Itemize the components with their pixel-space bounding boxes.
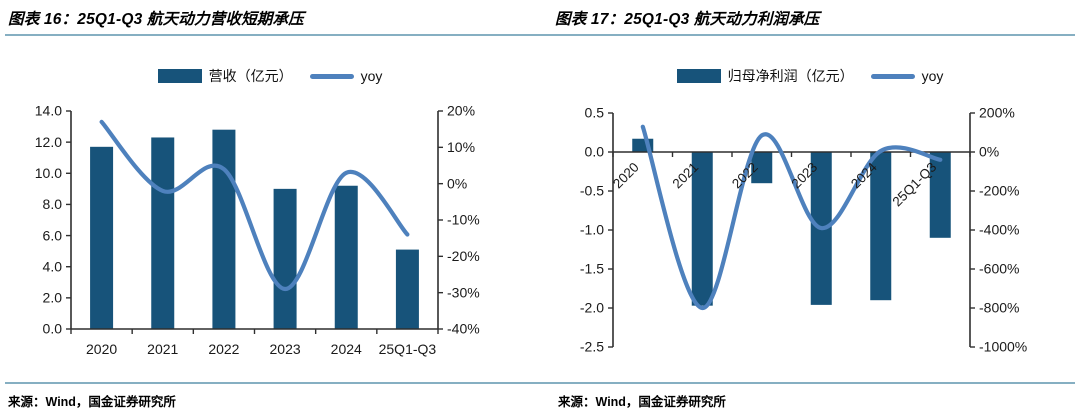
- figure-17-title: 图表 17：25Q1-Q3 航天动力利润承压: [555, 11, 820, 28]
- figure-17-panel: 图表 17：25Q1-Q3 航天动力利润承压 归母净利润（亿元） yoy 0.5…: [540, 0, 1080, 416]
- bar-2021: [691, 152, 713, 306]
- bar-2022: [751, 152, 773, 184]
- right-axis-tick-label: 0%: [979, 144, 999, 160]
- bar-25Q1-Q3: [929, 152, 951, 238]
- left-axis-tick-label: 2.0: [43, 290, 63, 306]
- x-axis-label-25Q1-Q3: 25Q1-Q3: [379, 341, 437, 357]
- revenue-bar-legend-swatch: [157, 69, 202, 83]
- left-axis-tick-label: 0.5: [585, 105, 605, 121]
- net-profit-bar-legend-swatch: [676, 69, 721, 83]
- left-axis-tick-label: 14.0: [35, 103, 62, 119]
- right-axis-tick-label: 0%: [447, 175, 467, 191]
- yoy-line-legend-swatch: [870, 73, 915, 79]
- left-axis-tick-label: -2.5: [580, 339, 604, 355]
- left-axis-tick-label: -1.0: [580, 222, 604, 238]
- right-axis-tick-label: 200%: [979, 105, 1015, 121]
- left-axis-tick-label: -2.0: [580, 300, 604, 316]
- x-axis-label-2024: 2024: [331, 341, 362, 357]
- title-underline: [5, 34, 1075, 36]
- figure-17-legend: 归母净利润（亿元） yoy: [540, 63, 1080, 89]
- yoy-line-legend-label: yoy: [360, 68, 383, 84]
- figure-17-source: 来源：Wind，国金证券研究所: [558, 395, 726, 409]
- left-axis-tick-label: 8.0: [43, 196, 63, 212]
- yoy-line: [640, 124, 943, 311]
- bar-2024: [334, 185, 358, 329]
- yoy-line-legend-label: yoy: [921, 68, 944, 84]
- figure-16-legend: 营收（亿元） yoy: [0, 63, 540, 89]
- bar-2021: [151, 137, 175, 329]
- figure-16-source: 来源：Wind，国金证券研究所: [8, 395, 176, 409]
- revenue-bar-legend-label: 营收（亿元）: [208, 68, 293, 84]
- x-axis-label-2020: 2020: [86, 341, 117, 357]
- bar-2023: [273, 188, 297, 329]
- x-axis-label-2023: 2023: [270, 341, 301, 357]
- right-axis-tick-label: 10%: [447, 139, 475, 155]
- right-axis-tick-label: -20%: [447, 248, 480, 264]
- x-axis-label-2020: 2020: [610, 160, 642, 192]
- left-axis-tick-label: -0.5: [580, 183, 604, 199]
- right-axis-tick-label: -800%: [979, 300, 1019, 316]
- bar-2020: [90, 146, 114, 329]
- right-axis-tick-label: 20%: [447, 103, 475, 119]
- left-axis-tick-label: 0.0: [585, 144, 605, 160]
- right-axis-tick-label: -30%: [447, 284, 480, 300]
- yoy-line-legend-swatch: [309, 73, 354, 79]
- left-axis-tick-label: 0.0: [43, 321, 63, 337]
- right-axis-tick-label: -600%: [979, 261, 1019, 277]
- figure-16-title: 图表 16：25Q1-Q3 航天动力营收短期承压: [8, 11, 304, 28]
- footer-divider: [5, 382, 1075, 384]
- bar-25Q1-Q3: [395, 249, 419, 329]
- yoy-line: [99, 119, 410, 292]
- bar-2024: [870, 152, 892, 301]
- figure-16-panel: 图表 16：25Q1-Q3 航天动力营收短期承压 营收（亿元） yoy 14.0…: [0, 11, 540, 409]
- right-axis-tick-label: -10%: [447, 212, 480, 228]
- right-axis-tick-label: -1000%: [979, 339, 1027, 355]
- left-axis-tick-label: -1.5: [580, 261, 604, 277]
- left-axis-tick-label: 4.0: [43, 258, 63, 274]
- right-axis-tick-label: -200%: [979, 183, 1019, 199]
- x-axis-label-2022: 2022: [208, 341, 239, 357]
- x-axis-label-2021: 2021: [147, 341, 178, 357]
- right-axis-tick-label: -40%: [447, 321, 480, 337]
- bar-2022: [212, 129, 236, 329]
- left-axis-tick-label: 6.0: [43, 227, 63, 243]
- left-axis-tick-label: 10.0: [35, 165, 62, 181]
- left-axis-tick-label: 12.0: [35, 134, 62, 150]
- net-profit-bar-legend-label: 归母净利润（亿元）: [727, 68, 854, 84]
- right-axis-tick-label: -400%: [979, 222, 1019, 238]
- figure-16-plot: 14.0 12.0 10.0 8.0 6.0 4.0 2.0 0.0 20% 10% 0% -10% -…: [35, 103, 480, 357]
- figure-17-plot: 0.5 0.0 -0.5 -1.0 -1.5 -2.0 -2.5 200% 0% -200% -40…: [580, 105, 1027, 355]
